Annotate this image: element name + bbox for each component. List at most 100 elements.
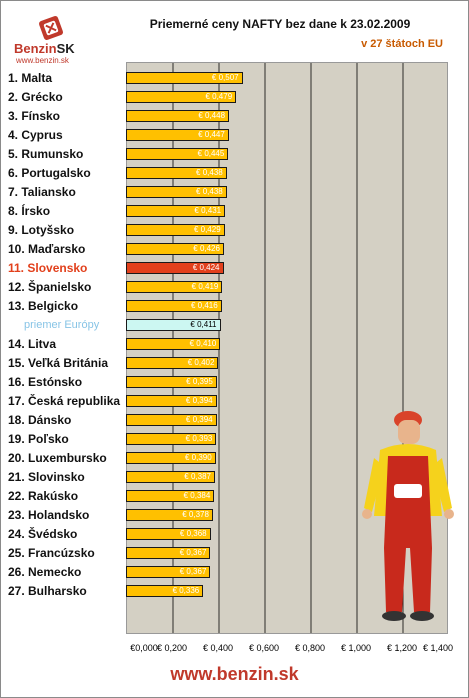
bar bbox=[126, 91, 237, 103]
fuel-can-icon bbox=[39, 16, 63, 40]
bar-value-label: € 0,394 bbox=[185, 415, 213, 424]
category-label: 18. Dánsko bbox=[8, 413, 72, 427]
bar bbox=[126, 509, 213, 521]
bar-value-label: € 0,431 bbox=[194, 206, 222, 215]
bar-value-label: € 0,411 bbox=[190, 320, 217, 329]
x-tick-label: € 1,200 bbox=[386, 643, 418, 653]
logo-brand: BenzinSK bbox=[14, 41, 75, 56]
bar bbox=[126, 186, 227, 198]
category-label: 24. Švédsko bbox=[8, 527, 78, 541]
bar-value-label: € 0,416 bbox=[190, 301, 218, 310]
bar-value-label: € 0,447 bbox=[198, 130, 225, 139]
category-label: 7. Taliansko bbox=[8, 185, 76, 199]
category-label: 5. Rumunsko bbox=[8, 147, 84, 161]
category-label: 1. Malta bbox=[8, 71, 53, 85]
bar-value-label: € 0,479 bbox=[205, 92, 233, 101]
logo-url: www.benzin.sk bbox=[16, 56, 69, 65]
bar-value-label: € 0,378 bbox=[182, 510, 209, 519]
bar bbox=[126, 281, 223, 293]
chart-title: Priemerné ceny NAFTY bez dane k 23.02.20… bbox=[149, 17, 411, 31]
category-label: 15. Veľká Británia bbox=[8, 356, 109, 370]
category-label: 19. Poľsko bbox=[8, 432, 69, 446]
bar-value-label: € 0,424 bbox=[192, 263, 220, 272]
footer-url: www.benzin.sk bbox=[170, 664, 299, 684]
category-label: 27. Bulharsko bbox=[8, 584, 87, 598]
bar-value-label: € 0,448 bbox=[198, 111, 226, 120]
bar-value-label: € 0,507 bbox=[211, 73, 239, 82]
category-label: 3. Fínsko bbox=[8, 109, 61, 123]
bar bbox=[126, 72, 243, 84]
bar bbox=[126, 433, 217, 445]
bar bbox=[126, 585, 204, 597]
x-tick-label: € 1,000 bbox=[340, 643, 372, 653]
x-tick-label: €0,000 bbox=[130, 643, 158, 653]
category-label: 16. Estónsko bbox=[8, 375, 83, 389]
category-label: 26. Nemecko bbox=[8, 565, 82, 579]
bar-value-label: € 0,410 bbox=[189, 339, 217, 348]
bar bbox=[126, 471, 215, 483]
category-label: 23. Holandsko bbox=[8, 508, 90, 522]
category-label: 21. Slovinsko bbox=[8, 470, 85, 484]
category-label: 22. Rakúsko bbox=[8, 489, 79, 503]
category-label: priemer Európy bbox=[24, 319, 100, 331]
x-tick-label: € 0,400 bbox=[202, 643, 234, 653]
bar bbox=[126, 357, 219, 369]
bar bbox=[126, 395, 217, 407]
bar bbox=[126, 243, 224, 255]
category-label: 13. Belgicko bbox=[8, 299, 79, 313]
benzin-sk-logo: BenzinSK www.benzin.sk bbox=[8, 10, 88, 66]
category-label: 25. Francúzsko bbox=[8, 546, 95, 560]
bar-value-label: € 0,367 bbox=[179, 567, 207, 576]
category-label: 6. Portugalsko bbox=[8, 166, 91, 180]
bar-value-label: € 0,419 bbox=[191, 282, 219, 291]
bar-value-label: € 0,387 bbox=[184, 472, 211, 481]
bar-value-label: € 0,336 bbox=[172, 586, 200, 595]
bar-value-label: € 0,438 bbox=[196, 187, 223, 196]
category-label: 10. Maďarsko bbox=[8, 242, 86, 256]
bar bbox=[126, 414, 217, 426]
bar bbox=[126, 224, 225, 236]
mechanic-mascot-illustration bbox=[362, 411, 454, 621]
category-label: 11. Slovensko bbox=[8, 261, 88, 275]
bar bbox=[126, 547, 211, 559]
bar bbox=[126, 167, 227, 179]
bar bbox=[126, 148, 229, 160]
bar-value-label: € 0,390 bbox=[184, 453, 212, 462]
bar bbox=[126, 376, 217, 388]
bar bbox=[126, 452, 216, 464]
x-tick-label: € 1,400 bbox=[422, 643, 454, 653]
category-label: 2. Grécko bbox=[8, 90, 63, 104]
bar bbox=[126, 566, 211, 578]
bar bbox=[126, 262, 224, 274]
bar bbox=[126, 319, 221, 331]
bar-value-label: € 0,445 bbox=[197, 149, 225, 158]
bar-value-label: € 0,429 bbox=[193, 225, 221, 234]
bar-value-label: € 0,384 bbox=[183, 491, 211, 500]
bar-value-label: € 0,438 bbox=[196, 168, 223, 177]
bar bbox=[126, 528, 211, 540]
bar bbox=[126, 129, 229, 141]
category-label: 17. Česká republika bbox=[8, 394, 121, 408]
bar-value-label: € 0,402 bbox=[187, 358, 215, 367]
bar-value-label: € 0,368 bbox=[179, 529, 207, 538]
bar-value-label: € 0,395 bbox=[186, 377, 213, 386]
bar bbox=[126, 110, 230, 122]
category-label: 9. Lotyšsko bbox=[8, 223, 75, 237]
bar-value-label: € 0,394 bbox=[185, 396, 213, 405]
bar bbox=[126, 300, 222, 312]
category-label: 4. Cyprus bbox=[8, 128, 63, 142]
x-tick-label: € 0,600 bbox=[248, 643, 280, 653]
x-tick-label: € 0,200 bbox=[156, 643, 188, 653]
bar-value-label: € 0,367 bbox=[179, 548, 207, 557]
bar-value-label: € 0,393 bbox=[185, 434, 213, 443]
category-label: 12. Španielsko bbox=[8, 280, 92, 294]
category-label: 8. Írsko bbox=[8, 204, 51, 218]
category-label: 20. Luxembursko bbox=[8, 451, 107, 465]
bar bbox=[126, 490, 215, 502]
chart-subtitle: v 27 štátoch EU bbox=[361, 38, 443, 50]
bar bbox=[126, 338, 221, 350]
bar-value-label: € 0,426 bbox=[193, 244, 220, 253]
x-tick-label: € 0,800 bbox=[294, 643, 326, 653]
bar bbox=[126, 205, 226, 217]
category-label: 14. Litva bbox=[8, 337, 57, 351]
